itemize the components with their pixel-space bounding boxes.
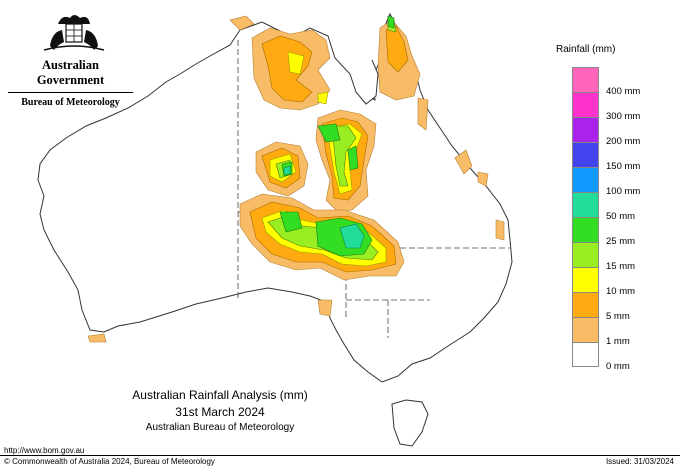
government-header: Australian Government Bureau of Meteorol… bbox=[8, 58, 133, 108]
rain-band-50mm bbox=[283, 165, 365, 249]
legend-label: 1 mm bbox=[606, 336, 630, 347]
legend-swatch bbox=[572, 292, 599, 317]
legend-swatch bbox=[572, 67, 599, 92]
legend-label: 200 mm bbox=[606, 136, 641, 147]
map-date: 31st March 2024 bbox=[175, 405, 265, 419]
footer-divider bbox=[0, 455, 680, 456]
website-url[interactable]: http://www.bom.gov.au bbox=[4, 446, 85, 455]
legend-label: 10 mm bbox=[606, 286, 636, 297]
legend-swatch bbox=[572, 267, 599, 292]
legend-label: 50 mm bbox=[606, 211, 636, 222]
map-title: Australian Rainfall Analysis (mm) bbox=[132, 388, 308, 402]
legend-swatch bbox=[572, 342, 599, 367]
legend-label: 150 mm bbox=[606, 161, 641, 172]
legend-label: 300 mm bbox=[606, 111, 641, 122]
legend-swatch bbox=[572, 242, 599, 267]
legend-label: 15 mm bbox=[606, 261, 636, 272]
issued-date: Issued: 31/03/2024 bbox=[605, 457, 674, 466]
legend-swatch bbox=[572, 192, 599, 217]
agency-name: Bureau of Meteorology bbox=[21, 97, 120, 108]
legend-label: 100 mm bbox=[606, 186, 641, 197]
copyright-notice: © Commonwealth of Australia 2024, Bureau… bbox=[4, 457, 215, 466]
gulf-outline bbox=[349, 59, 379, 105]
legend-swatch bbox=[572, 142, 599, 167]
legend-swatch bbox=[572, 117, 599, 142]
rainfall-legend bbox=[572, 67, 600, 367]
map-source: Australian Bureau of Meteorology bbox=[145, 422, 295, 433]
legend-swatch bbox=[572, 92, 599, 117]
coat-of-arms-icon bbox=[43, 15, 105, 51]
legend-label: 400 mm bbox=[606, 86, 641, 97]
tasmania bbox=[391, 399, 429, 447]
legend-swatch bbox=[572, 167, 599, 192]
government-title: Australian Government bbox=[8, 58, 133, 93]
legend-label: 0 mm bbox=[606, 361, 630, 372]
legend-title: Rainfall (mm) bbox=[556, 44, 616, 55]
legend-label: 5 mm bbox=[606, 311, 630, 322]
legend-swatch bbox=[572, 317, 599, 342]
legend-label: 25 mm bbox=[606, 236, 636, 247]
legend-swatch bbox=[572, 217, 599, 242]
